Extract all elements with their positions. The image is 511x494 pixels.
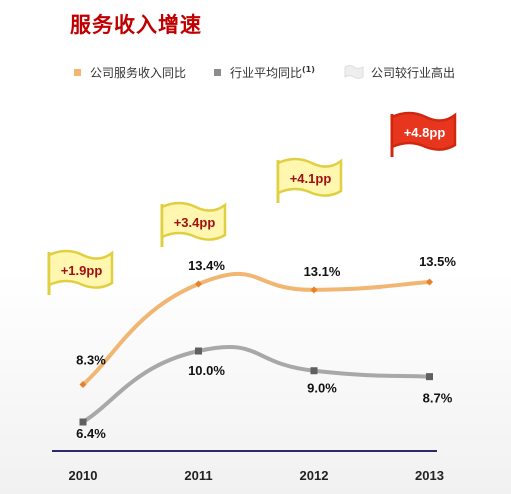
page-title: 服务收入增速 (70, 13, 202, 37)
gap-label: +1.9pp (61, 263, 103, 278)
legend-marker-industry (214, 69, 221, 76)
data-label: 8.3% (76, 353, 106, 368)
data-point (310, 367, 318, 375)
gap-flag (390, 111, 457, 151)
data-point (79, 418, 87, 426)
data-label: 10.0% (188, 363, 225, 378)
flag-icon (344, 64, 364, 79)
data-label: 13.5% (419, 254, 456, 269)
data-label: 6.4% (76, 426, 106, 441)
data-label: 9.0% (307, 381, 337, 396)
gap-flag (47, 249, 114, 289)
data-label: 13.1% (304, 264, 341, 279)
x-tick-label: 2011 (184, 468, 212, 483)
gap-label: +3.4pp (174, 215, 216, 230)
data-point (426, 278, 433, 286)
legend-item-industry: 行业平均同比 (1) (214, 64, 315, 81)
legend-label-company: 公司服务收入同比 (90, 66, 187, 80)
data-point (426, 373, 433, 381)
data-point (310, 286, 318, 294)
series-line (81, 345, 432, 424)
gap-flag (276, 157, 343, 197)
x-tick-label: 2013 (415, 468, 444, 483)
legend-item-company: 公司服务收入同比 (74, 64, 186, 81)
data-point (79, 381, 87, 389)
x-tick-label: 2010 (69, 468, 98, 483)
data-point (195, 347, 202, 355)
legend-item-gap: 公司较行业高出 (344, 64, 455, 81)
x-tick-label: 2012 (300, 468, 329, 483)
gap-flag (160, 201, 227, 241)
gap-label: +4.1pp (290, 171, 332, 186)
legend-label-gap: 公司较行业高出 (371, 66, 456, 80)
gap-label: +4.8pp (404, 125, 446, 140)
data-label: 8.7% (423, 391, 453, 406)
data-label: 13.4% (188, 258, 225, 273)
series-line (81, 271, 432, 387)
legend-superscript: (1) (302, 65, 315, 74)
legend-marker-company (74, 69, 81, 76)
data-point (195, 280, 202, 288)
legend-label-industry: 行业平均同比 (230, 66, 303, 80)
